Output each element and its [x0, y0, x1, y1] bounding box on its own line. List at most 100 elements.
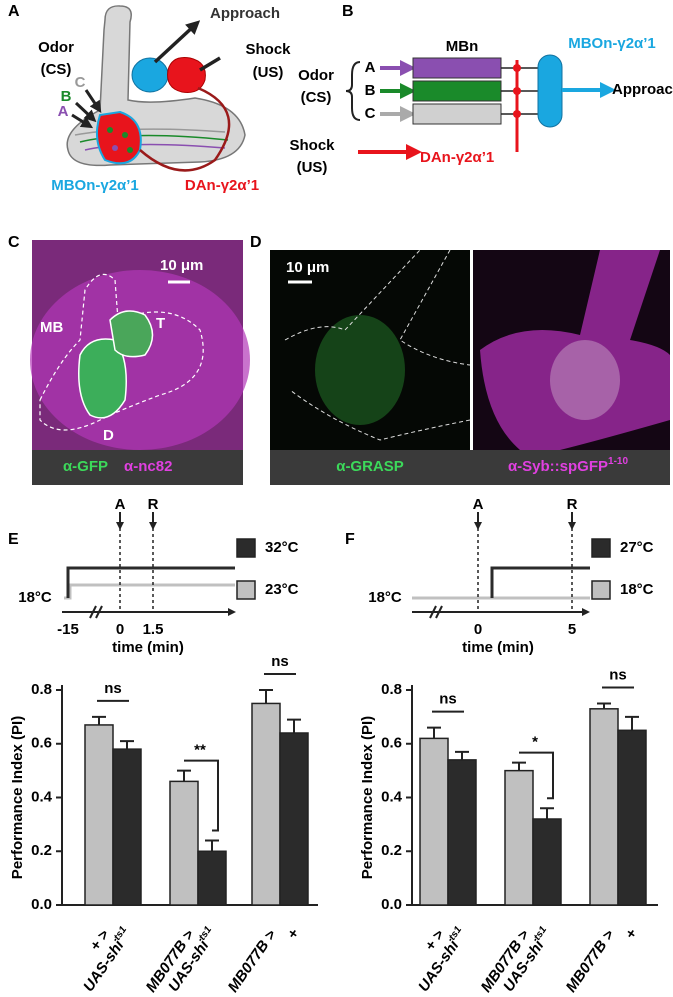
timeline-tick: -15: [57, 621, 79, 638]
error-bar: [512, 761, 526, 771]
category-line: +: [284, 925, 303, 942]
category-label: MB077B > +: [225, 925, 303, 995]
legend-swatch: [236, 538, 256, 558]
y-axis-label: Performance Index (PI): [359, 716, 376, 879]
category-text: +: [622, 925, 641, 942]
bar: [84, 724, 114, 906]
error-bar: [92, 715, 106, 725]
bar: [112, 748, 142, 906]
mb-diagram: [66, 5, 246, 172]
label: Shock: [289, 137, 335, 154]
circuit-diagram: [345, 54, 616, 160]
label: 1-10: [608, 456, 628, 467]
legend-label: 27°C: [620, 539, 654, 556]
y-tick-label: 0.0: [381, 896, 402, 913]
timeline-tick: 5: [568, 621, 576, 638]
timeline-label: time (min): [462, 639, 534, 656]
category-label: MB077B > +: [563, 925, 641, 996]
event-label: R: [567, 496, 578, 513]
label: A: [365, 59, 376, 76]
label: B: [61, 88, 72, 105]
label: B: [365, 82, 376, 99]
sig-bracket: [184, 759, 219, 832]
error-bar: [120, 740, 134, 750]
timeline-baseline: 18°C: [18, 589, 52, 606]
label: T: [156, 315, 165, 332]
error-bar: [625, 715, 639, 731]
label: α-Syb::spGFP: [508, 458, 608, 475]
panel-label: F: [345, 531, 355, 548]
bar: [279, 732, 309, 906]
event-label: R: [148, 496, 159, 513]
bar: [504, 769, 534, 906]
legend-label: 18°C: [620, 581, 654, 598]
panel-label: C: [8, 234, 20, 251]
label: Odor: [298, 67, 334, 84]
legend-label: 23°C: [265, 581, 299, 598]
sig-label: *: [532, 734, 538, 751]
label: DAn-γ2α’1: [420, 149, 494, 166]
label: α-GFP: [63, 458, 108, 475]
timeline-tick: 1.5: [143, 621, 164, 638]
micrograph: [30, 240, 250, 485]
error-bar: [597, 702, 611, 709]
panel-label: A: [8, 3, 20, 20]
category-label: + >UAS-shits1: [415, 924, 464, 995]
bar: [532, 818, 562, 906]
timeline-label: time (min): [112, 639, 184, 656]
sig-label: ns: [104, 680, 122, 697]
label: 10 μm: [160, 257, 203, 274]
legend-swatch: [236, 580, 256, 600]
label: C: [75, 74, 86, 91]
bar: [251, 702, 281, 906]
bar: [447, 759, 477, 906]
y-tick-label: 0.4: [31, 788, 53, 805]
error-bar: [455, 750, 469, 760]
category-text: +: [284, 925, 303, 942]
label: DAn-γ2α’1: [185, 177, 259, 194]
timeline-tick: 0: [116, 621, 124, 638]
timeline-tick: 0: [474, 621, 482, 638]
label: MBn: [446, 38, 479, 55]
label: α-GRASP: [336, 458, 404, 475]
label: (CS): [41, 61, 72, 78]
y-tick-label: 0.6: [381, 735, 402, 752]
label: Approach: [210, 5, 280, 22]
error-bar: [540, 807, 554, 819]
category-line: MB077B >: [563, 927, 618, 996]
label: (CS): [301, 89, 332, 106]
timeline-baseline: 18°C: [368, 589, 402, 606]
legend-swatch: [591, 580, 611, 600]
label: Shock: [245, 41, 291, 58]
sig-bracket: [519, 751, 554, 800]
category-label: MB077B >UAS-shits1: [143, 924, 214, 996]
y-tick-label: 0.8: [31, 681, 52, 698]
micrograph: [270, 249, 670, 485]
event-label: A: [473, 496, 484, 513]
legend-label: 32°C: [265, 539, 299, 556]
label: MB: [40, 319, 63, 336]
error-bar: [177, 769, 191, 782]
label: C: [365, 105, 376, 122]
error-bar: [287, 718, 301, 733]
category-label: + >UAS-shits1: [80, 924, 129, 995]
error-bar: [259, 689, 273, 704]
label: α-Syb::spGFP1-10: [508, 456, 629, 475]
panel-label: E: [8, 531, 19, 548]
bar: [589, 708, 619, 906]
label: A: [58, 103, 69, 120]
bar: [617, 729, 647, 906]
timeline: [62, 512, 236, 619]
label: MBOn-γ2α’1: [568, 35, 656, 52]
panel-label: D: [250, 234, 262, 251]
bar: [197, 850, 227, 906]
y-tick-label: 0.0: [31, 896, 52, 913]
label: (US): [253, 64, 284, 81]
label: MBOn-γ2α’1: [51, 177, 139, 194]
y-tick-label: 0.2: [381, 842, 402, 859]
legend-swatch: [591, 538, 611, 558]
sig-label: **: [194, 742, 206, 759]
sig-label: ns: [439, 691, 457, 708]
error-bar: [427, 726, 441, 739]
